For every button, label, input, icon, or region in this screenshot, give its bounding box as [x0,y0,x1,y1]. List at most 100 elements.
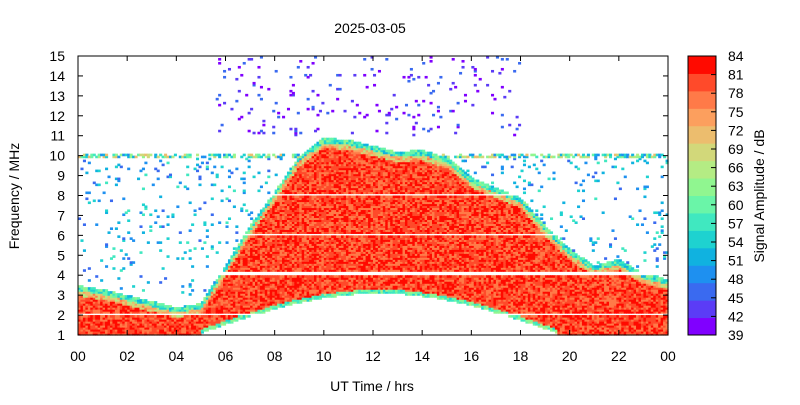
heatmap-cell [301,247,305,250]
heatmap-cell [82,333,86,336]
heatmap-cell [316,153,320,157]
heatmap-cell [296,65,300,69]
heatmap-cell [294,183,298,187]
heatmap-cell [242,153,246,157]
heatmap-cell [139,307,143,310]
heatmap-cell [186,331,190,334]
heatmap-cell [225,317,229,320]
heatmap-cell [137,153,141,157]
heatmap-cell [338,147,342,151]
heatmap-cell [223,301,227,304]
heatmap-cell [328,185,332,189]
heatmap-cell [242,181,246,185]
heatmap-cell [95,295,99,298]
heatmap-cell [363,261,367,264]
heatmap-cell [284,213,288,217]
heatmap-cell [338,195,342,199]
heatmap-cell [78,327,82,330]
heatmap-cell [286,223,291,226]
heatmap-cell [247,255,251,258]
heatmap-cell [267,255,271,258]
heatmap-cell [227,175,232,179]
heatmap-cell [132,333,136,336]
heatmap-cell [331,215,335,219]
heatmap-cell [328,219,332,222]
heatmap-cell [363,73,367,77]
heatmap-cell [227,67,232,71]
heatmap-cell [291,183,295,187]
heatmap-cell [220,321,224,324]
heatmap-cell [355,209,359,213]
heatmap-cell [213,153,217,157]
heatmap-cell [321,163,325,167]
heatmap-cell [102,311,106,314]
heatmap-cell [318,171,322,175]
heatmap-cell [291,181,295,185]
heatmap-cell [90,315,94,318]
heatmap-cell [250,261,254,264]
heatmap-cell [168,175,173,179]
heatmap-cell [306,231,310,234]
heatmap-cell [284,241,288,244]
heatmap-cell [326,231,330,234]
chart-title: 2025-03-05 [334,20,406,36]
heatmap-cell [296,231,300,234]
heatmap-cell [323,207,327,211]
heatmap-cell [353,147,357,151]
heatmap-cell [245,243,249,246]
heatmap-cell [272,303,276,306]
heatmap-cell [252,309,256,312]
heatmap-cell [284,227,288,230]
heatmap-cell [294,291,298,294]
heatmap-cell [331,237,335,240]
heatmap-cell [321,223,325,226]
heatmap-cell [109,295,114,298]
heatmap-cell [321,155,325,159]
heatmap-cell [97,311,101,314]
heatmap-cell [353,221,357,224]
heatmap-cell [358,191,362,195]
heatmap-cell [274,247,278,250]
heatmap-cell [85,321,89,324]
heatmap-cell [220,299,224,302]
heatmap-cell [299,301,303,304]
heatmap-cell [304,289,308,292]
heatmap-cell [149,311,153,314]
heatmap-cell [168,317,173,320]
heatmap-cell [358,183,362,187]
heatmap-cell [282,275,286,278]
heatmap-cell [301,163,305,167]
heatmap-cell [333,153,337,157]
heatmap-cell [282,299,286,302]
heatmap-cell [272,203,276,207]
heatmap-cell [350,167,354,171]
heatmap-cell [353,259,357,262]
heatmap-cell [299,227,303,230]
heatmap-cell [333,173,337,177]
heatmap-cell [105,325,109,328]
heatmap-cell [336,211,340,215]
heatmap-cell [78,309,82,312]
heatmap-cell [331,165,335,169]
heatmap-cell [336,179,340,183]
heatmap-cell [355,279,359,282]
heatmap-cell [350,277,354,280]
heatmap-cell [262,311,266,314]
heatmap-cell [252,303,256,306]
heatmap-cell [311,261,315,264]
heatmap-cell [257,237,261,240]
heatmap-cell [355,165,359,169]
heatmap-cell [141,311,145,314]
heatmap-cell [311,211,315,215]
heatmap-cell [100,153,104,157]
heatmap-cell [353,175,357,179]
heatmap-cell [215,315,219,318]
heatmap-cell [208,307,212,310]
heatmap-cell [186,333,190,336]
heatmap-cell [291,223,295,226]
heatmap-cell [333,199,337,203]
heatmap-cell [323,177,327,181]
heatmap-cell [149,153,153,157]
heatmap-cell [139,299,143,302]
heatmap-cell [294,263,298,266]
